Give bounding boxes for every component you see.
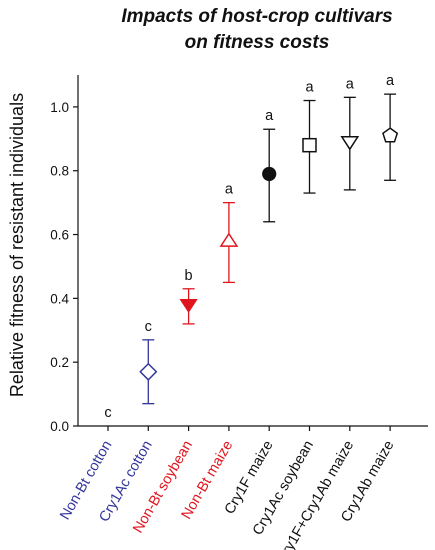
data-marks: c c b a a a a a xyxy=(104,73,399,421)
significance-letter: a xyxy=(265,108,274,124)
significance-letter: c xyxy=(145,319,152,335)
point-marker xyxy=(382,127,399,143)
significance-letter: a xyxy=(225,182,234,198)
point-marker xyxy=(139,362,158,381)
data-point: a xyxy=(382,73,399,181)
y-tick-label: 0.2 xyxy=(50,355,69,370)
data-point: a xyxy=(340,76,360,191)
y-tick-label: 0.4 xyxy=(50,291,69,306)
data-point: a xyxy=(219,182,239,284)
significance-letter: a xyxy=(305,80,314,96)
significance-letter: b xyxy=(185,268,193,284)
data-point: c xyxy=(104,405,111,421)
y-ticks: 0.0 0.2 0.4 0.6 0.8 1.0 xyxy=(50,100,78,434)
y-tick-label: 0.8 xyxy=(50,164,69,179)
significance-letter: a xyxy=(346,76,355,92)
data-point: a xyxy=(302,80,317,194)
point-marker xyxy=(302,137,317,153)
data-point: b xyxy=(179,268,198,325)
axes xyxy=(77,75,428,431)
point-marker xyxy=(262,166,277,182)
significance-letter: c xyxy=(104,405,111,421)
chart-title-line-1: Impacts of host-crop cultivars xyxy=(121,6,392,27)
data-point: a xyxy=(262,108,277,223)
point-marker xyxy=(179,298,198,314)
y-tick-label: 0.6 xyxy=(50,228,69,243)
point-marker xyxy=(219,232,239,247)
point-marker xyxy=(340,136,360,151)
chart-title-line-2: on fitness costs xyxy=(185,32,330,53)
y-tick-label: 0.0 xyxy=(50,419,69,434)
y-tick-label: 1.0 xyxy=(50,100,69,115)
data-point: c xyxy=(139,319,158,405)
y-axis-label: Relative fitness of resistant individual… xyxy=(7,93,27,397)
significance-letter: a xyxy=(386,73,395,89)
